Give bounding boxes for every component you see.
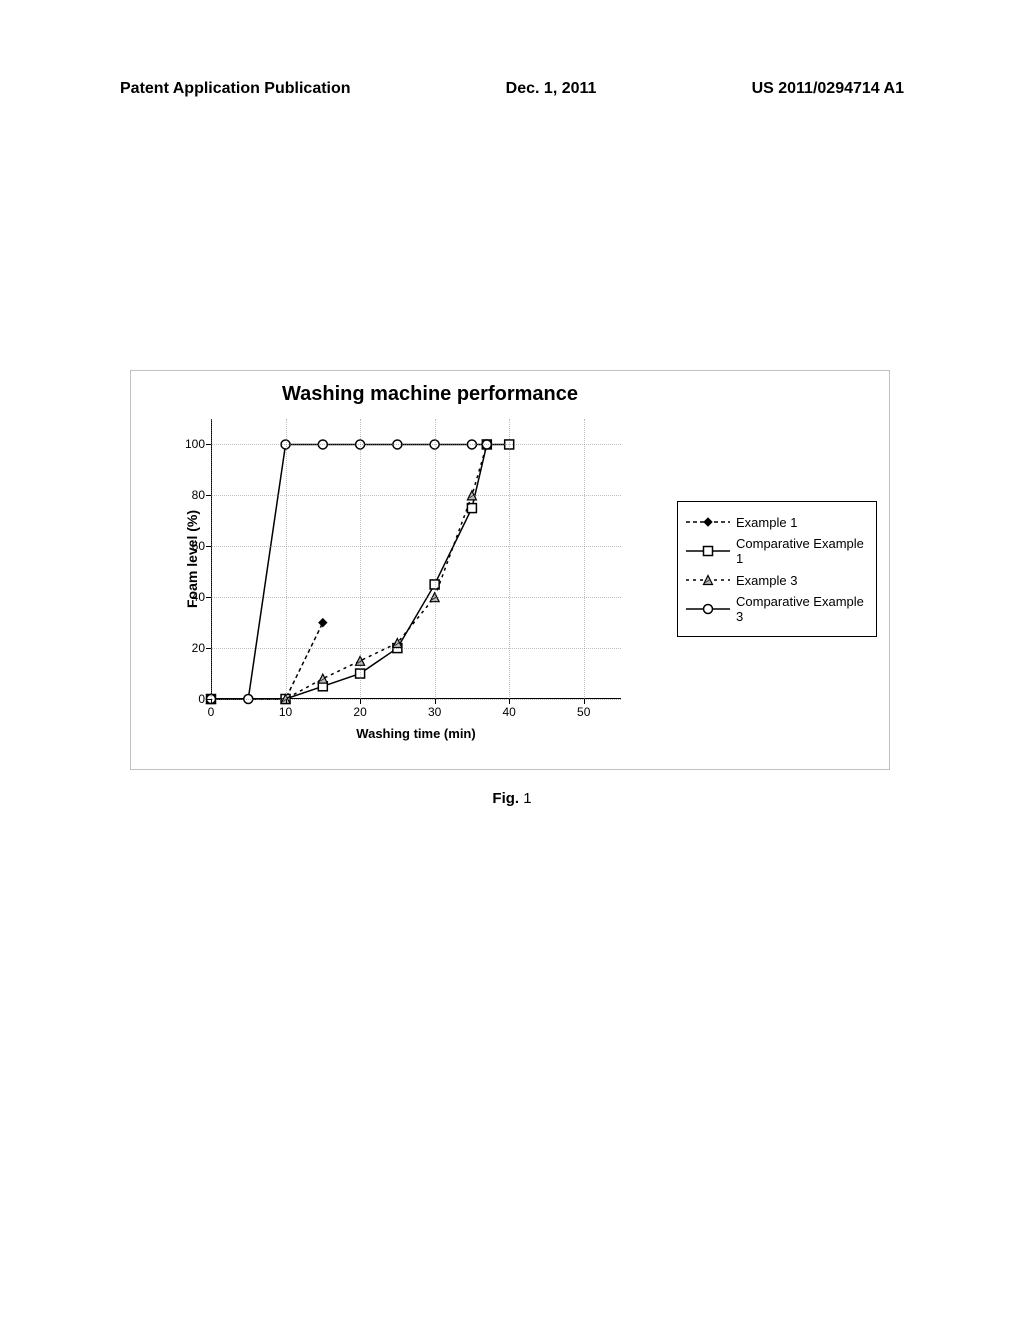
x-axis-label: Washing time (min) [356, 726, 475, 741]
legend-item: Example 3 [686, 572, 868, 588]
legend-label: Comparative Example 1 [736, 536, 868, 566]
x-tick [360, 699, 361, 704]
x-tick-label: 10 [271, 705, 301, 719]
legend-marker [686, 572, 730, 588]
grid-line-h [211, 699, 621, 700]
legend-item: Example 1 [686, 514, 868, 530]
legend-box: Example 1 Comparative Example 1 Example 3 C… [677, 501, 877, 637]
grid-line-v [584, 419, 585, 699]
figure-caption: Fig. 1 [0, 790, 1024, 807]
chart-svg [211, 419, 621, 699]
y-tick-label: 80 [177, 488, 205, 502]
grid-line-v [211, 419, 212, 699]
grid-line-v [286, 419, 287, 699]
grid-line-h [211, 597, 621, 598]
header-left: Patent Application Publication [120, 80, 351, 98]
x-tick-label: 40 [494, 705, 524, 719]
x-tick-label: 0 [196, 705, 226, 719]
x-tick [509, 699, 510, 704]
x-tick [584, 699, 585, 704]
grid-line-h [211, 546, 621, 547]
x-tick-label: 20 [345, 705, 375, 719]
figure-caption-prefix: Fig. [492, 790, 519, 807]
x-tick-label: 50 [569, 705, 599, 719]
legend-marker [686, 514, 730, 530]
header-center: Dec. 1, 2011 [506, 80, 597, 98]
y-tick-label: 40 [177, 590, 205, 604]
x-tick [435, 699, 436, 704]
plot-area: Foam level (%) Washing time (min) 020406… [211, 419, 621, 699]
grid-line-h [211, 495, 621, 496]
legend-label: Example 1 [736, 515, 797, 530]
legend-marker [686, 543, 730, 559]
x-tick-label: 30 [420, 705, 450, 719]
chart-title: Washing machine performance [131, 383, 729, 406]
grid-line-v [509, 419, 510, 699]
series-line [211, 444, 487, 699]
legend-item: Comparative Example 3 [686, 594, 868, 624]
y-tick-label: 60 [177, 539, 205, 553]
chart-container: Washing machine performance Foam level (… [130, 370, 890, 770]
grid-line-v [360, 419, 361, 699]
document-header: Patent Application Publication Dec. 1, 2… [0, 80, 1024, 98]
y-tick-label: 20 [177, 641, 205, 655]
series-line [211, 444, 487, 699]
legend-marker [686, 601, 730, 617]
legend-item: Comparative Example 1 [686, 536, 868, 566]
header-right: US 2011/0294714 A1 [752, 80, 904, 98]
y-tick-label: 100 [177, 437, 205, 451]
grid-line-v [435, 419, 436, 699]
x-tick [211, 699, 212, 704]
grid-line-h [211, 444, 621, 445]
figure-caption-number: 1 [523, 790, 531, 807]
page: Patent Application Publication Dec. 1, 2… [0, 0, 1024, 1320]
x-tick [286, 699, 287, 704]
y-tick-label: 0 [177, 692, 205, 706]
grid-line-h [211, 648, 621, 649]
legend-label: Example 3 [736, 573, 797, 588]
legend-label: Comparative Example 3 [736, 594, 868, 624]
